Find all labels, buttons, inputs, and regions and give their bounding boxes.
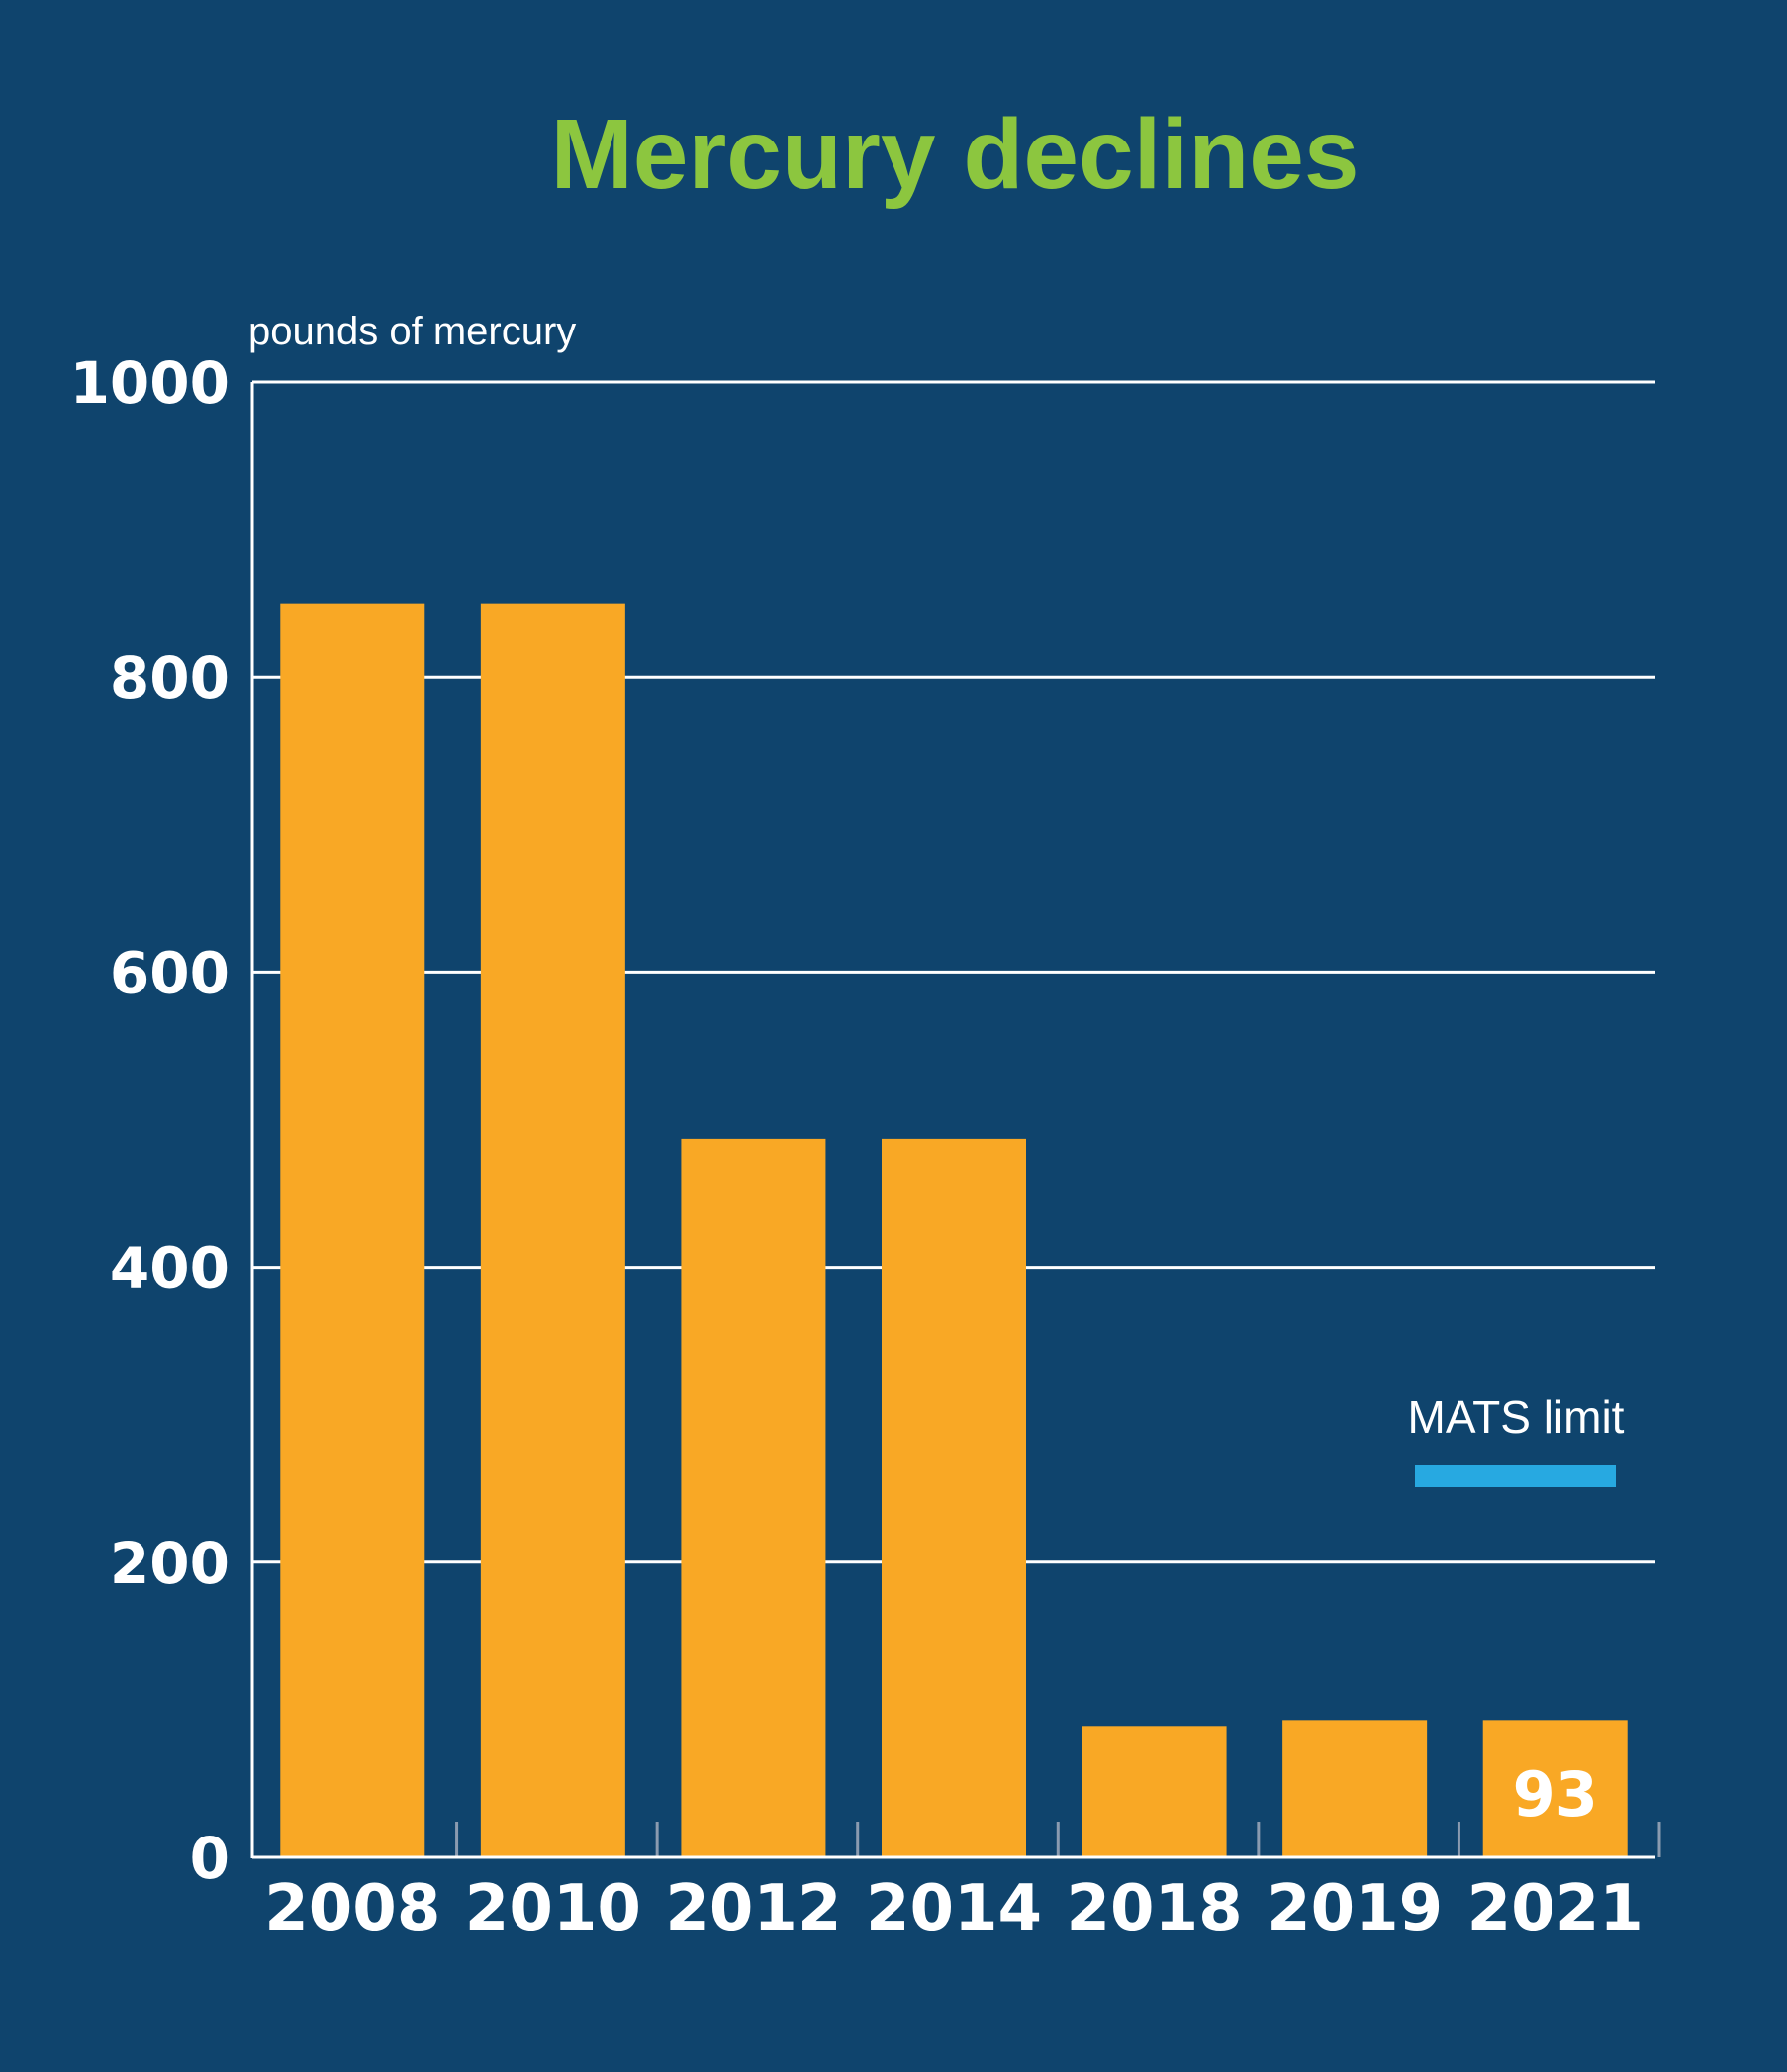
x-tick-label-2014: 2014 <box>866 1872 1042 1945</box>
bar-2008 <box>280 603 425 1857</box>
y-tick-label-0: 0 <box>190 1825 230 1892</box>
bar-2012 <box>681 1138 826 1857</box>
axes: 0 200 400 600 800 1000 2008 2010 2012 2014 2018 201… <box>70 349 1661 1945</box>
x-tick-label-2008: 2008 <box>264 1872 440 1945</box>
legend-label-mats-limit: MATS limit <box>1408 1391 1625 1443</box>
x-tick-label-2018: 2018 <box>1067 1872 1243 1945</box>
y-tick-label-800: 800 <box>110 644 230 711</box>
chart-title: Mercury declines <box>550 99 1359 210</box>
x-tick-label-2019: 2019 <box>1267 1872 1443 1945</box>
x-tick-label-2021: 2021 <box>1467 1872 1644 1945</box>
bar-2010 <box>480 603 625 1857</box>
bar-2019 <box>1282 1720 1428 1857</box>
y-tick-label-200: 200 <box>110 1530 230 1597</box>
x-tick-label-2010: 2010 <box>465 1872 641 1945</box>
data-label-2021: 93 <box>1513 1758 1598 1831</box>
bar-2018 <box>1082 1726 1227 1857</box>
legend-swatch-mats-limit <box>1415 1465 1616 1487</box>
y-tick-label-1000: 1000 <box>70 349 230 417</box>
bars: 93 <box>280 603 1628 1857</box>
bar-2014 <box>882 1138 1026 1857</box>
y-tick-label-400: 400 <box>110 1235 230 1302</box>
bar-2021 <box>1482 1720 1628 1857</box>
y-tick-label-600: 600 <box>110 939 230 1006</box>
y-axis-label: pounds of mercury <box>248 310 576 353</box>
legend: MATS limit <box>1408 1391 1625 1487</box>
x-tick-label-2012: 2012 <box>665 1872 841 1945</box>
